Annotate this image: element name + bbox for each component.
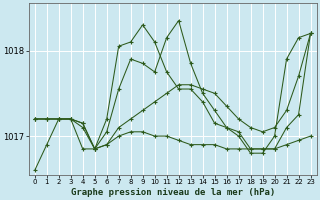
X-axis label: Graphe pression niveau de la mer (hPa): Graphe pression niveau de la mer (hPa)	[70, 188, 275, 197]
